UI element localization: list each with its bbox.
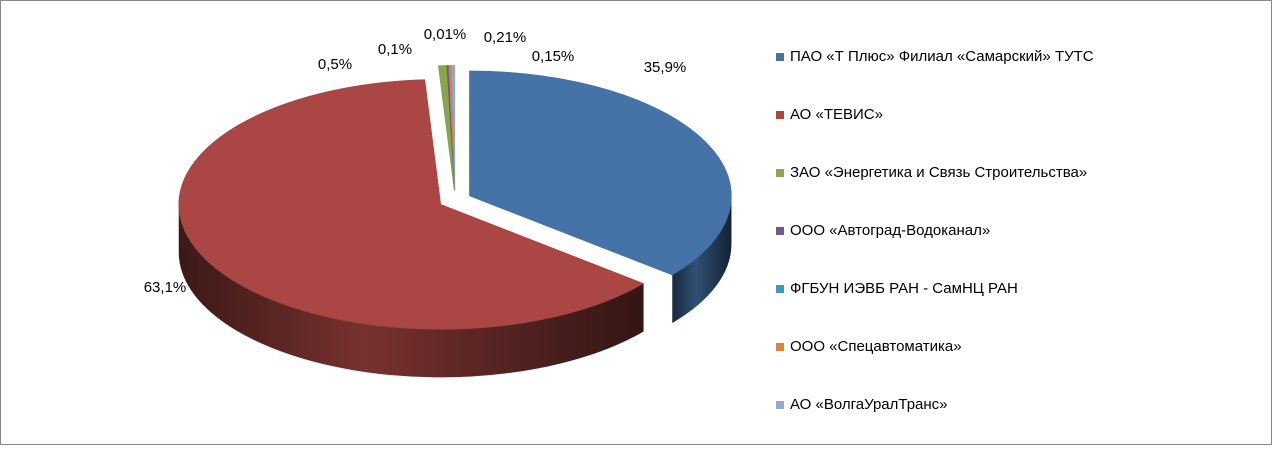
legend-label: ФГБУН ИЭВБ РАН - СамНЦ РАН xyxy=(790,280,1018,297)
legend-label: ООО «Спецавтоматика» xyxy=(790,338,962,355)
legend-swatch xyxy=(776,285,784,293)
data-label: 0,01% xyxy=(424,26,467,43)
data-label: 0,5% xyxy=(318,56,352,73)
slice-top xyxy=(469,70,732,276)
slice-top xyxy=(178,79,645,330)
slice-top xyxy=(451,65,456,191)
legend-swatch xyxy=(776,111,784,119)
slice-tops xyxy=(178,65,732,330)
legend-label: ПАО «Т Плюс» Филиал «Самарский» ТУТС xyxy=(790,48,1094,65)
slice-side xyxy=(178,204,644,378)
legend-label: АО «ВолгаУралТранс» xyxy=(790,396,948,413)
slice-side xyxy=(672,195,732,324)
data-label: 35,9% xyxy=(644,59,687,76)
legend-swatch xyxy=(776,53,784,61)
legend-swatch xyxy=(776,343,784,351)
legend-label: АО «ТЕВИС» xyxy=(790,106,883,123)
legend-swatch xyxy=(776,169,784,177)
legend-label: ООО «Автоград-Водоканал» xyxy=(790,222,990,239)
data-label: 0,21% xyxy=(484,29,527,46)
data-label: 0,1% xyxy=(378,41,412,58)
legend-label: ЗАО «Энергетика и Связь Строительства» xyxy=(790,164,1087,181)
data-label: 0,15% xyxy=(532,48,575,65)
slice-top xyxy=(438,65,455,191)
slice-sides xyxy=(178,195,732,378)
legend-swatch xyxy=(776,227,784,235)
data-label: 63,1% xyxy=(144,279,187,296)
legend-swatch xyxy=(776,401,784,409)
